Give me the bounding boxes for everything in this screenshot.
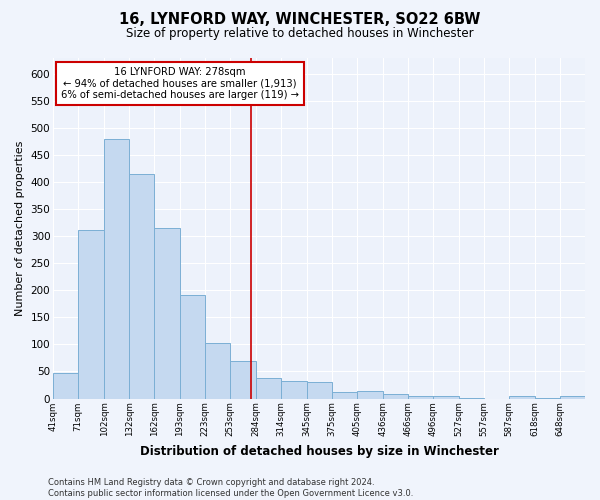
- Text: Size of property relative to detached houses in Winchester: Size of property relative to detached ho…: [126, 28, 474, 40]
- Text: 16 LYNFORD WAY: 278sqm
← 94% of detached houses are smaller (1,913)
6% of semi-d: 16 LYNFORD WAY: 278sqm ← 94% of detached…: [61, 67, 299, 100]
- Text: Contains HM Land Registry data © Crown copyright and database right 2024.
Contai: Contains HM Land Registry data © Crown c…: [48, 478, 413, 498]
- Bar: [560, 396, 585, 398]
- Bar: [104, 138, 129, 398]
- Bar: [509, 396, 535, 398]
- Bar: [154, 228, 180, 398]
- Bar: [332, 392, 357, 398]
- Bar: [53, 373, 78, 398]
- Bar: [383, 394, 408, 398]
- Bar: [281, 380, 307, 398]
- Text: 16, LYNFORD WAY, WINCHESTER, SO22 6BW: 16, LYNFORD WAY, WINCHESTER, SO22 6BW: [119, 12, 481, 28]
- Bar: [433, 396, 459, 398]
- Y-axis label: Number of detached properties: Number of detached properties: [15, 140, 25, 316]
- Bar: [357, 392, 383, 398]
- Bar: [180, 294, 205, 399]
- Bar: [205, 343, 230, 398]
- Bar: [78, 230, 104, 398]
- Bar: [256, 378, 281, 398]
- Bar: [230, 360, 256, 399]
- Bar: [307, 382, 332, 398]
- Bar: [408, 396, 433, 398]
- Bar: [129, 174, 154, 398]
- X-axis label: Distribution of detached houses by size in Winchester: Distribution of detached houses by size …: [140, 444, 499, 458]
